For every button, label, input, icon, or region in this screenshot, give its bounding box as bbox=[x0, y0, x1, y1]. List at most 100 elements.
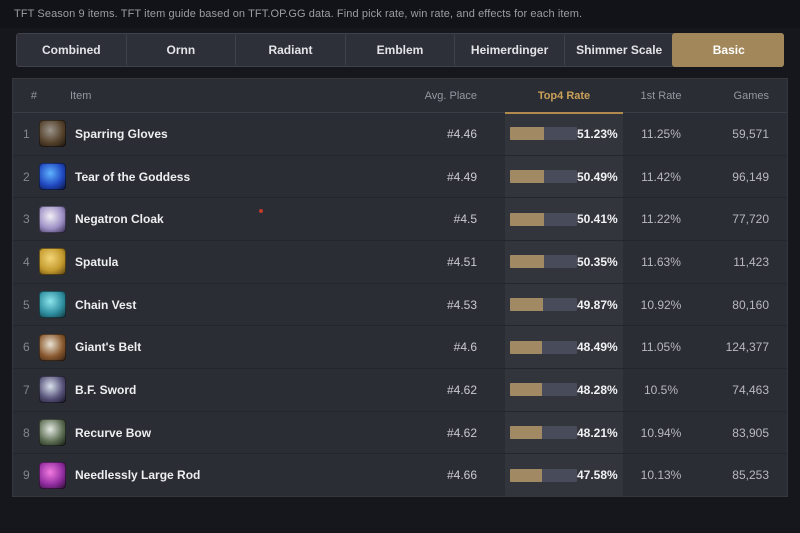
header-top4-rate[interactable]: Top4 Rate bbox=[505, 79, 623, 114]
top4-rate-cell: 50.35% bbox=[505, 255, 623, 269]
top4-rate-value: 50.41% bbox=[577, 212, 618, 227]
tab-ornn[interactable]: Ornn bbox=[125, 34, 236, 66]
top4-rate-value: 48.49% bbox=[577, 340, 618, 355]
top4-rate-cell: 48.21% bbox=[505, 426, 623, 440]
games-value: 85,253 bbox=[732, 468, 769, 483]
top4-rate-bar-fill bbox=[510, 383, 543, 397]
tab-label: Shimmer Scale bbox=[576, 43, 663, 57]
table-row[interactable]: 7 B.F. Sword #4.62 48.28% 10.5% 74,463 bbox=[13, 368, 787, 411]
first-rate-value: 10.13% bbox=[640, 468, 682, 483]
table-row[interactable]: 4 Spatula #4.51 50.35% 11.63% 11,423 bbox=[13, 240, 787, 283]
item-name: Giant's Belt bbox=[75, 340, 142, 355]
table-row[interactable]: 5 Chain Vest #4.53 49.87% 10.92% 80,160 bbox=[13, 282, 787, 326]
item-stats-table: # Item Avg. Place Top4 Rate 1st Rate Gam… bbox=[12, 78, 788, 497]
top4-rate-bar-fill bbox=[510, 468, 542, 482]
spatula-icon bbox=[39, 248, 66, 276]
first-rate-value: 10.94% bbox=[640, 425, 682, 440]
rank-cell: 7 bbox=[23, 382, 30, 397]
chain-vest-icon bbox=[39, 291, 66, 319]
top4-rate-value: 50.49% bbox=[577, 169, 618, 184]
top4-rate-bar bbox=[510, 383, 577, 397]
rank-cell: 2 bbox=[23, 169, 30, 184]
tab-combined[interactable]: Combined bbox=[17, 34, 126, 66]
item-name: Needlessly Large Rod bbox=[75, 468, 201, 483]
first-rate-value: 11.63% bbox=[641, 254, 681, 269]
top4-rate-bar bbox=[510, 468, 577, 482]
games-value: 124,377 bbox=[725, 340, 769, 355]
avg-place-value: #4.49 bbox=[446, 169, 477, 184]
top4-rate-cell: 50.41% bbox=[505, 212, 623, 226]
first-rate-value: 11.25% bbox=[641, 126, 681, 141]
rank-cell: 5 bbox=[23, 297, 30, 312]
header-first-rate[interactable]: 1st Rate bbox=[640, 90, 682, 102]
tab-shimmer-scale[interactable]: Shimmer Scale bbox=[563, 34, 674, 66]
item-cell: Sparring Gloves bbox=[39, 120, 409, 148]
table-header-row: # Item Avg. Place Top4 Rate 1st Rate Gam… bbox=[13, 79, 787, 114]
top4-rate-value: 48.28% bbox=[577, 382, 618, 397]
rank-cell: 6 bbox=[23, 340, 30, 355]
tab-emblem[interactable]: Emblem bbox=[344, 34, 455, 66]
top4-rate-bar bbox=[510, 340, 577, 354]
item-cell: Tear of the Goddess bbox=[39, 163, 409, 190]
header-games[interactable]: Games bbox=[733, 90, 769, 102]
needlessly-large-rod-icon bbox=[39, 461, 66, 489]
top4-rate-cell: 48.28% bbox=[505, 383, 623, 397]
avg-place-value: #4.62 bbox=[446, 425, 477, 440]
table-row[interactable]: 2 Tear of the Goddess #4.49 50.49% 11.42… bbox=[13, 154, 787, 198]
top4-rate-cell: 51.23% bbox=[505, 127, 623, 141]
negatron-cloak-icon bbox=[39, 205, 66, 233]
item-name: Tear of the Goddess bbox=[75, 169, 191, 184]
item-name: Spatula bbox=[75, 254, 119, 269]
table-row[interactable]: 3 Negatron Cloak #4.5 50.41% 11.22% 77,7… bbox=[13, 197, 787, 240]
item-name: Chain Vest bbox=[75, 297, 137, 312]
avg-place-value: #4.46 bbox=[446, 126, 477, 141]
top4-rate-bar-fill bbox=[510, 255, 544, 269]
tear-of-the-goddess-icon bbox=[39, 163, 66, 190]
item-cell: Spatula bbox=[39, 248, 409, 276]
table-row[interactable]: 9 Needlessly Large Rod #4.66 47.58% 10.1… bbox=[13, 453, 787, 496]
tab-heimerdinger[interactable]: Heimerdinger bbox=[454, 34, 564, 66]
games-value: 77,720 bbox=[732, 212, 769, 227]
games-value: 83,905 bbox=[732, 425, 769, 440]
avg-place-value: #4.5 bbox=[453, 212, 477, 227]
top4-rate-bar bbox=[510, 170, 577, 183]
item-cell: Negatron Cloak bbox=[39, 205, 409, 233]
header-rank[interactable]: # bbox=[30, 90, 37, 102]
top4-rate-bar-fill bbox=[510, 298, 544, 312]
games-value: 96,149 bbox=[732, 169, 769, 184]
top4-rate-bar bbox=[510, 255, 577, 269]
avg-place-value: #4.62 bbox=[446, 382, 477, 397]
item-name: Recurve Bow bbox=[75, 425, 152, 440]
header-item[interactable]: Item bbox=[70, 90, 92, 102]
table-row[interactable]: 6 Giant's Belt #4.6 48.49% 11.05% 124,37… bbox=[13, 325, 787, 368]
top4-rate-value: 50.35% bbox=[577, 254, 618, 269]
first-rate-value: 10.92% bbox=[640, 297, 682, 312]
tab-radiant[interactable]: Radiant bbox=[235, 34, 345, 66]
first-rate-value: 11.22% bbox=[641, 212, 681, 227]
top4-rate-value: 49.87% bbox=[577, 297, 618, 312]
tab-basic[interactable]: Basic bbox=[672, 33, 785, 67]
item-cell: Recurve Bow bbox=[39, 419, 409, 447]
tab-bar: Combined Ornn Radiant Emblem Heimerdinge… bbox=[16, 33, 785, 67]
top4-rate-bar-fill bbox=[510, 426, 543, 440]
item-cell: Needlessly Large Rod bbox=[39, 461, 409, 489]
table-row[interactable]: 8 Recurve Bow #4.62 48.21% 10.94% 83,905 bbox=[13, 410, 787, 454]
top4-rate-cell: 49.87% bbox=[505, 298, 623, 312]
avg-place-value: #4.66 bbox=[446, 468, 477, 483]
item-cell: B.F. Sword bbox=[39, 376, 409, 404]
header-avg-place[interactable]: Avg. Place bbox=[424, 90, 477, 102]
tab-label: Basic bbox=[712, 43, 745, 57]
table-row[interactable]: 1 Sparring Gloves #4.46 51.23% 11.25% 59… bbox=[13, 113, 787, 155]
tab-label: Heimerdinger bbox=[470, 43, 549, 57]
top4-rate-bar-fill bbox=[510, 212, 544, 226]
games-value: 74,463 bbox=[732, 382, 769, 397]
rank-cell: 9 bbox=[23, 468, 30, 483]
games-value: 59,571 bbox=[732, 126, 769, 141]
tab-label: Combined bbox=[41, 43, 101, 57]
first-rate-value: 11.42% bbox=[641, 169, 681, 184]
top4-rate-bar bbox=[510, 298, 577, 312]
item-name: Negatron Cloak bbox=[75, 212, 164, 227]
description-bar: TFT Season 9 items. TFT item guide based… bbox=[0, 0, 800, 28]
top4-rate-value: 47.58% bbox=[577, 468, 618, 483]
